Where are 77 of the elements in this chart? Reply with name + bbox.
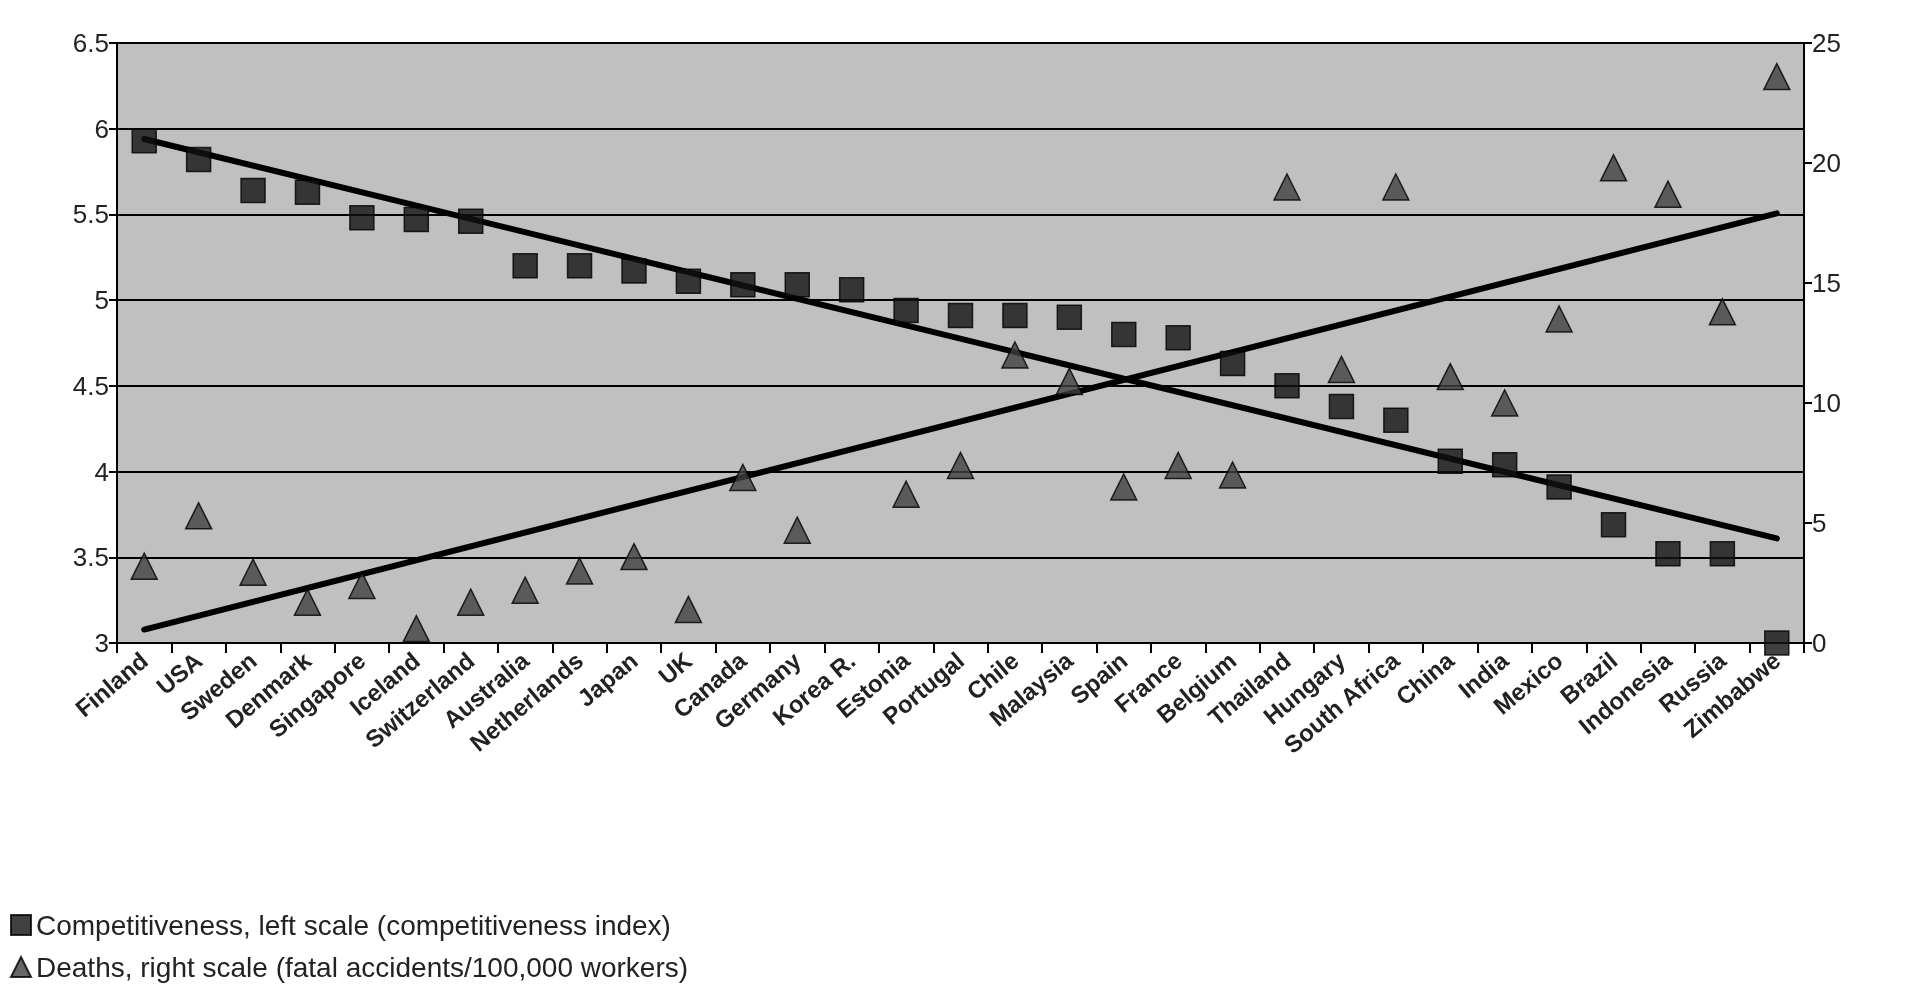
- point: [1328, 393, 1355, 420]
- point: [566, 253, 593, 279]
- y-tick-label: 3: [94, 628, 109, 658]
- point: [1218, 461, 1247, 489]
- point: [838, 277, 865, 303]
- y2-tick-label: 25: [1812, 28, 1841, 58]
- y-tick-label: 4.5: [72, 370, 109, 401]
- point: [893, 297, 919, 324]
- point: [620, 542, 648, 571]
- point: [402, 614, 431, 643]
- point: [1655, 541, 1681, 567]
- point: [1546, 474, 1572, 500]
- point: [783, 516, 811, 544]
- point: [1763, 62, 1791, 91]
- y-tick-label: 3.5: [72, 542, 109, 573]
- point: [1001, 341, 1029, 369]
- point: [892, 480, 920, 508]
- point: [1382, 173, 1410, 201]
- point: [293, 588, 322, 616]
- point: [1764, 630, 1790, 656]
- point: [511, 576, 539, 604]
- point: [1436, 362, 1465, 391]
- y-tick-label: 5: [94, 285, 109, 316]
- y-tick-label: 5.5: [72, 199, 109, 230]
- y-tick-label: 6: [94, 113, 109, 144]
- point: [349, 205, 375, 231]
- point: [674, 595, 703, 624]
- point: [1055, 367, 1084, 396]
- point: [1491, 451, 1518, 478]
- point: [621, 258, 647, 284]
- point: [1709, 541, 1736, 567]
- point: [1437, 448, 1464, 475]
- y2-tick-label: 10: [1812, 388, 1841, 418]
- point: [294, 179, 321, 205]
- point: [1490, 389, 1519, 417]
- point: [1110, 473, 1138, 501]
- point: [1056, 304, 1083, 331]
- point: [1002, 302, 1028, 329]
- point: [348, 571, 376, 600]
- point: [457, 208, 484, 235]
- point: [131, 127, 157, 154]
- point: [1654, 180, 1682, 208]
- legend-label: Competitiveness, left scale (competitiveness index): [36, 909, 671, 941]
- y-tick-label: 4: [94, 456, 109, 487]
- point: [784, 271, 810, 298]
- point: [1111, 321, 1137, 348]
- point: [946, 451, 975, 480]
- y2-tick-label: 15: [1812, 268, 1841, 298]
- point: [403, 206, 430, 233]
- point: [1274, 373, 1300, 399]
- point: [1273, 173, 1301, 201]
- y-tick-label: 6.5: [72, 28, 109, 58]
- point: [512, 253, 538, 279]
- point: [729, 463, 757, 492]
- point: [1383, 407, 1409, 433]
- point: [730, 271, 756, 298]
- y2-tick-label: 20: [1812, 148, 1841, 178]
- y2-tick-label: 0: [1812, 628, 1827, 658]
- point: [185, 146, 212, 173]
- point: [1327, 355, 1356, 384]
- point: [1219, 350, 1246, 377]
- point: [565, 557, 594, 585]
- point: [1600, 511, 1627, 538]
- y2-tick-label: 5: [1812, 508, 1827, 538]
- point: [456, 588, 485, 616]
- point: [240, 177, 266, 204]
- point: [947, 302, 974, 329]
- point: [1545, 305, 1573, 333]
- point: [1599, 154, 1628, 182]
- point: [675, 268, 702, 295]
- point: [1164, 451, 1192, 480]
- point: [239, 558, 267, 586]
- point: [184, 502, 213, 530]
- legend-label: Deaths, right scale (fatal accidents/100,000 workers): [36, 951, 689, 983]
- point: [1165, 325, 1191, 351]
- point: [130, 552, 158, 580]
- point: [1708, 298, 1737, 326]
